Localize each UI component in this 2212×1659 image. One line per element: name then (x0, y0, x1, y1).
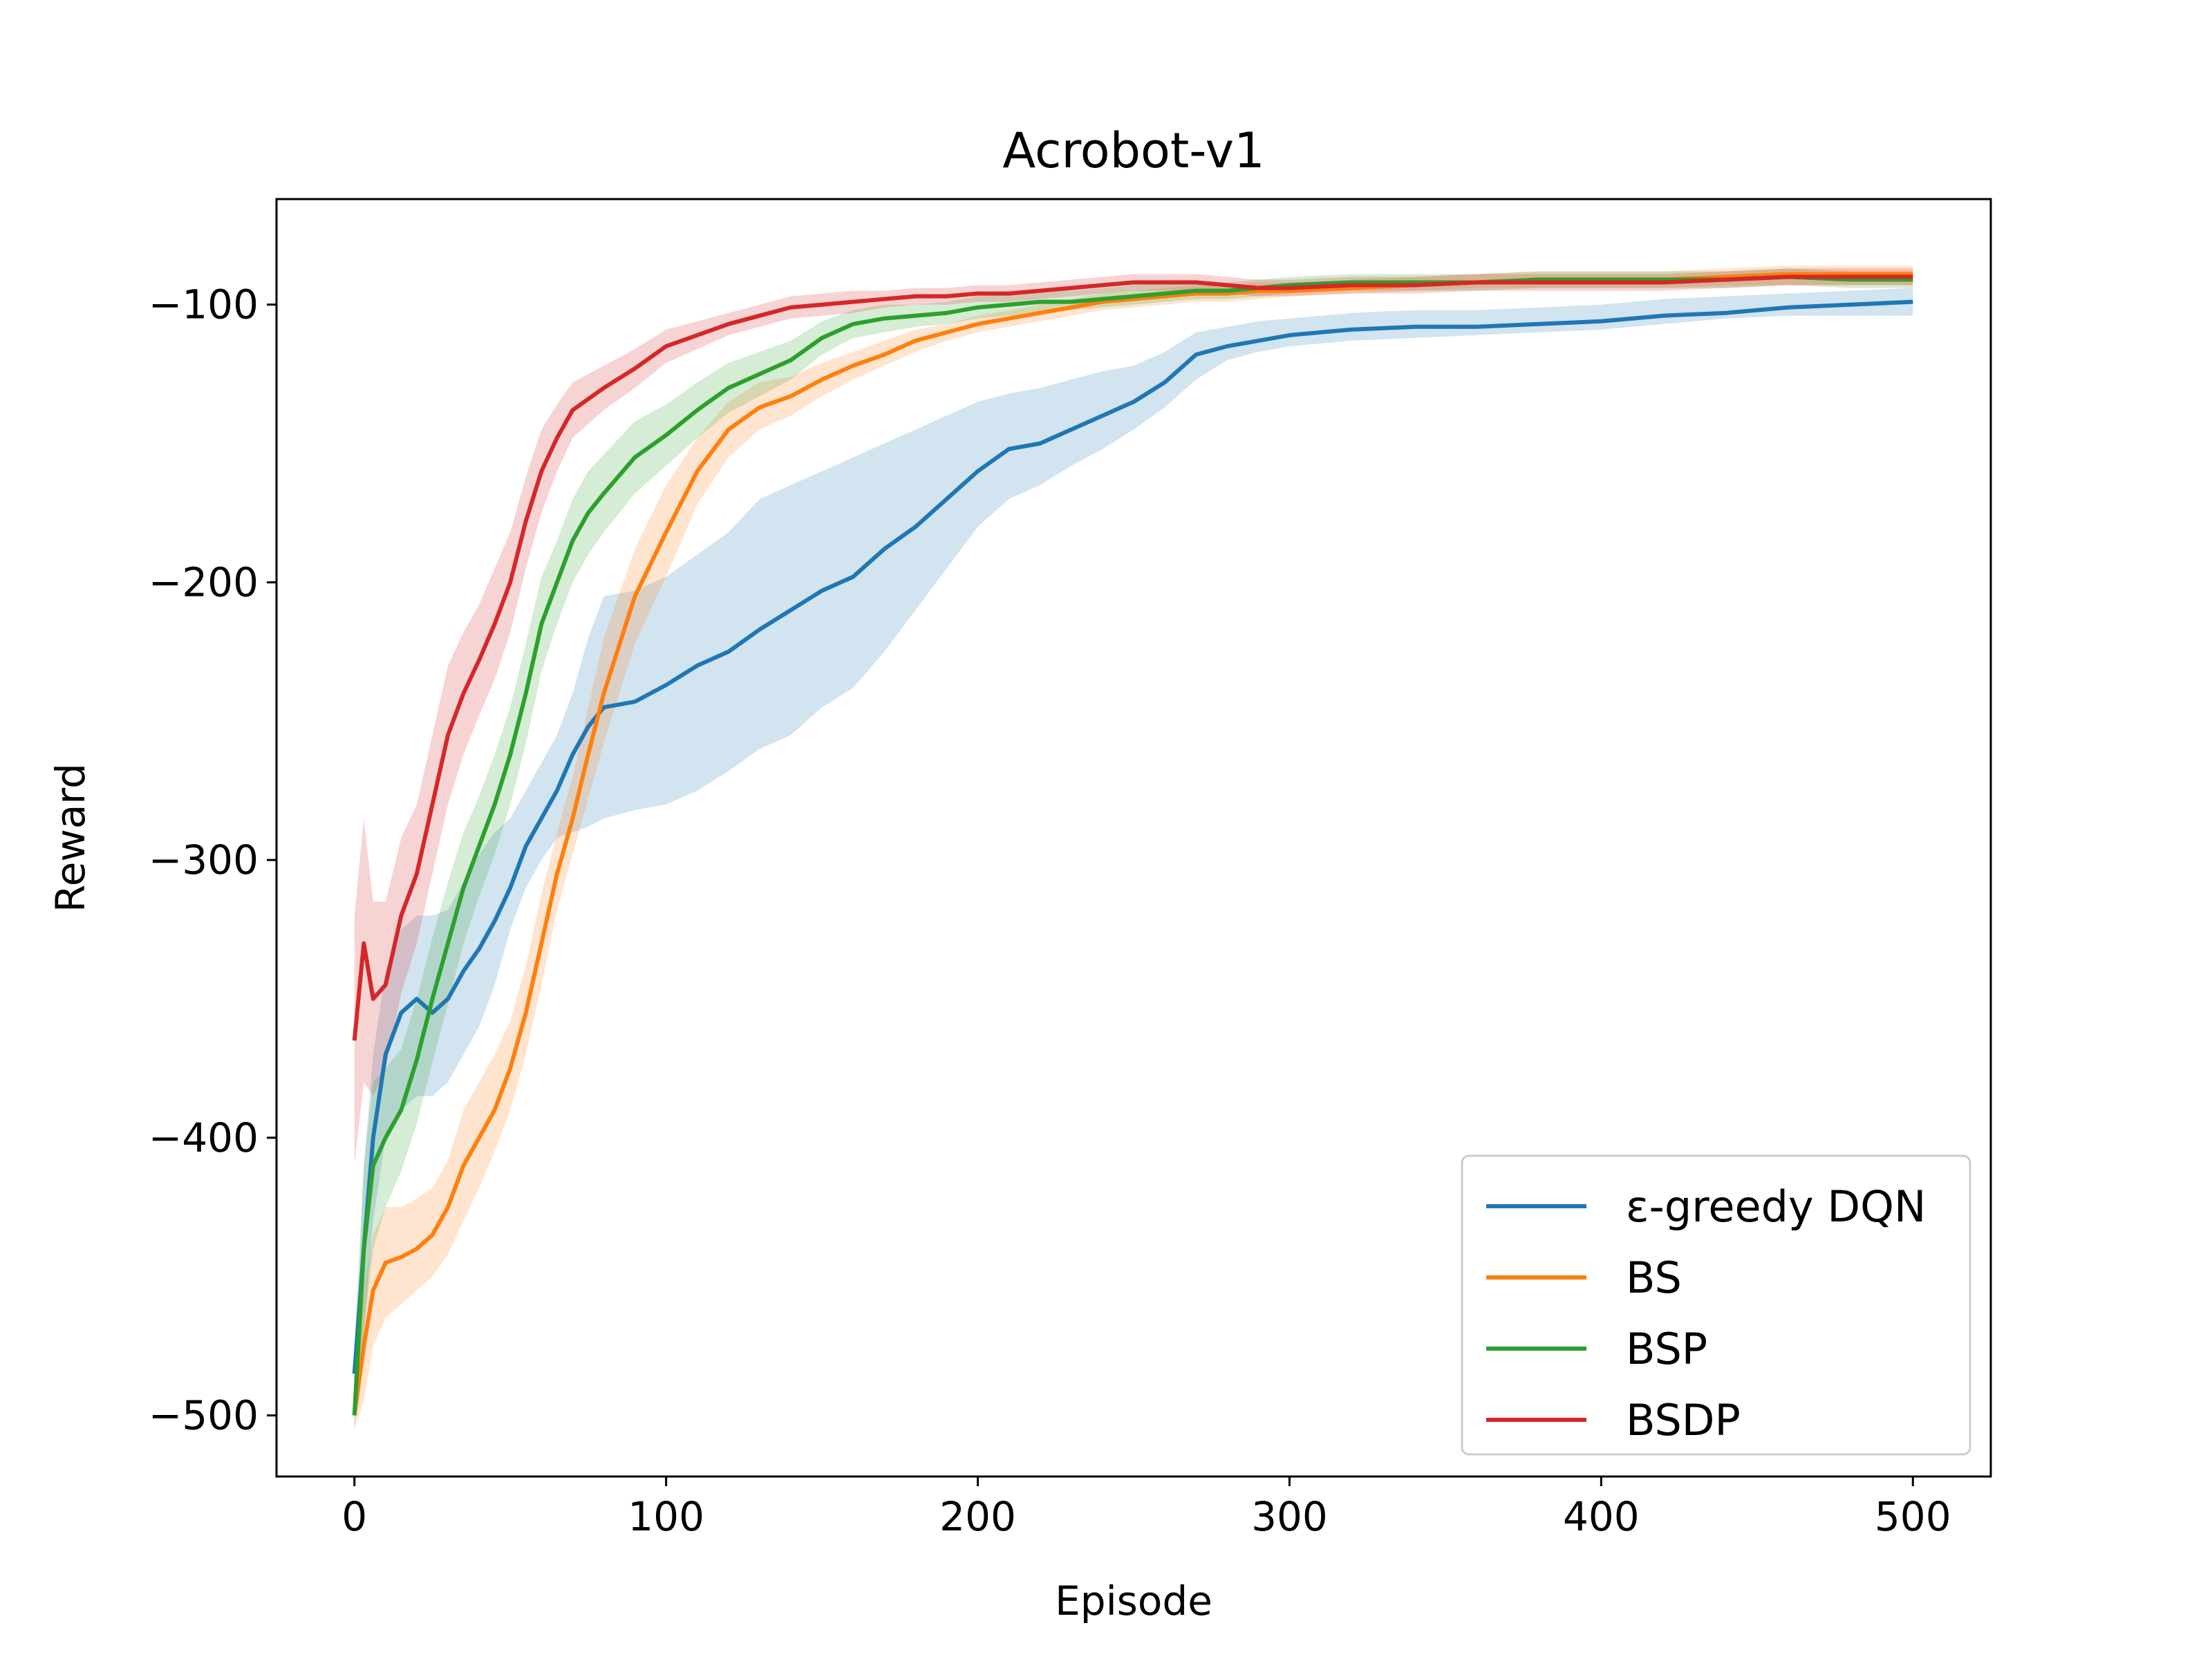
y-tick-label-1: −400 (149, 1114, 259, 1161)
x-tick-label-2: 200 (939, 1493, 1016, 1540)
series-lines (352, 272, 1913, 1416)
chart-title: Acrobot-v1 (1002, 122, 1264, 179)
legend-label-1: BS (1626, 1253, 1682, 1303)
x-tick-label-4: 400 (1563, 1493, 1640, 1540)
x-axis-ticks: 0 100 200 300 400 500 (341, 1477, 1951, 1540)
plot-frame (275, 198, 1992, 1478)
y-axis-ticks: −500 −400 −300 −200 −100 (149, 281, 276, 1439)
x-tick-label-0: 0 (341, 1493, 367, 1540)
y-tick-label-3: −200 (149, 559, 259, 606)
x-axis-label: Episode (1055, 1577, 1212, 1624)
legend: ε-greedy DQN BS BSP BSDP (1461, 1154, 1971, 1456)
x-tick-label-1: 100 (628, 1493, 704, 1540)
band-series-0 (354, 288, 1913, 1402)
x-tick-label-5: 500 (1875, 1493, 1951, 1540)
x-tick-label-3: 300 (1251, 1493, 1328, 1540)
legend-label-0: ε-greedy DQN (1626, 1181, 1926, 1232)
y-tick-label-0: −500 (149, 1392, 259, 1439)
confidence-bands (354, 265, 1913, 1430)
legend-label-2: BSP (1626, 1324, 1707, 1374)
line-series-3 (352, 274, 1913, 1041)
y-tick-label-4: −100 (149, 281, 259, 328)
legend-label-3: BSDP (1626, 1395, 1741, 1445)
y-axis-label: Reward (47, 763, 94, 912)
y-tick-label-2: −300 (149, 836, 259, 883)
line-series-2 (352, 274, 1913, 1416)
line-series-0 (352, 299, 1913, 1374)
legend-box (1461, 1154, 1971, 1456)
